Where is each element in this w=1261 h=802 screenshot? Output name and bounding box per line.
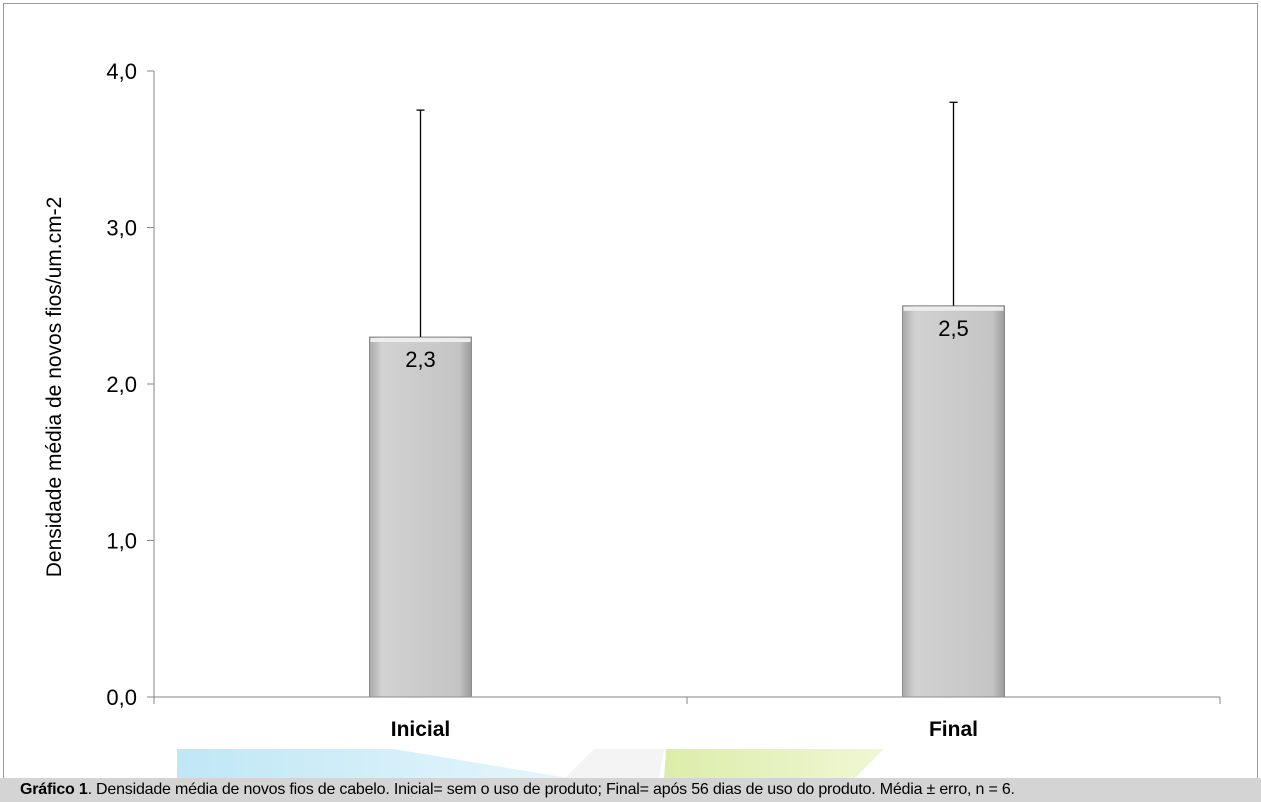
bar-highlight	[370, 338, 471, 343]
y-tick-label: 2,0	[106, 372, 137, 397]
x-category-label: Inicial	[391, 718, 451, 741]
watermark-graphic	[177, 749, 884, 779]
chart-frame: 0,0 1,0 2,0 3,0 4,0 2,3 Inicial 2,5 Final Densid…	[3, 3, 1258, 781]
x-category-label: Final	[929, 718, 978, 741]
data-label: 2,3	[405, 347, 436, 372]
caption-label: Gráfico 1	[20, 781, 88, 798]
y-tick-label: 1,0	[106, 529, 137, 554]
bar-inicial	[369, 336, 472, 698]
bar-highlight	[903, 306, 1004, 311]
caption-text: . Densidade média de novos fios de cabel…	[87, 781, 1015, 798]
y-tick-label: 4,0	[106, 59, 137, 84]
bar-final	[902, 305, 1005, 698]
y-tick-label: 3,0	[106, 216, 137, 241]
figure-caption: Gráfico 1. Densidade média de novos fios…	[0, 778, 1261, 802]
data-label: 2,5	[938, 316, 969, 341]
y-axis-title: Densidade média de novos fios/um.cm-2	[43, 197, 66, 578]
bar-chart: 0,0 1,0 2,0 3,0 4,0 2,3 Inicial 2,5 Final Densid…	[43, 59, 1221, 779]
y-tick-label: 0,0	[106, 685, 137, 710]
